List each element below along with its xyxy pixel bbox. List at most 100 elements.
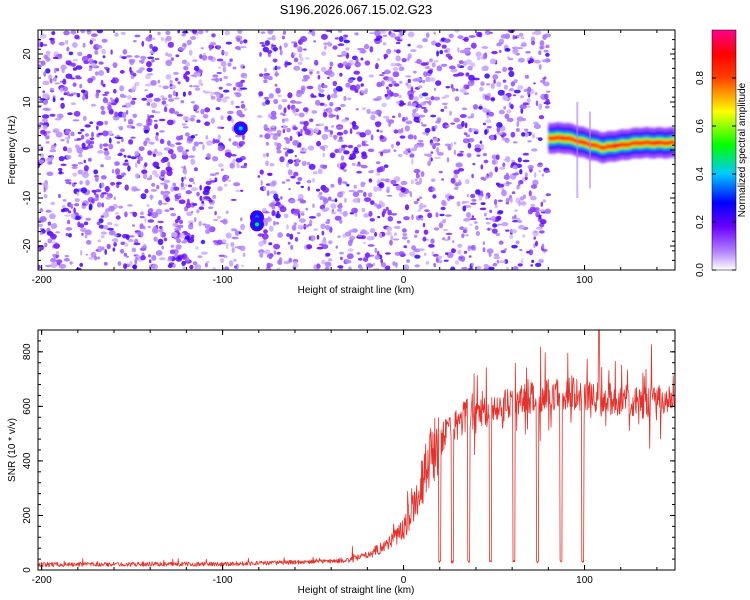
noise-speckle bbox=[409, 153, 415, 158]
noise-speckle bbox=[488, 252, 492, 258]
noise-speckle bbox=[386, 231, 392, 236]
noise-speckle bbox=[94, 50, 99, 55]
noise-speckle bbox=[153, 97, 161, 102]
noise-speckle bbox=[220, 168, 224, 171]
noise-speckle bbox=[161, 245, 165, 250]
noise-speckle bbox=[531, 133, 536, 139]
noise-speckle bbox=[483, 267, 490, 270]
noise-speckle bbox=[196, 70, 203, 73]
noise-speckle bbox=[423, 204, 427, 208]
noise-speckle bbox=[47, 238, 53, 244]
noise-speckle bbox=[111, 169, 115, 174]
noise-speckle bbox=[149, 141, 155, 145]
noise-speckle bbox=[315, 188, 321, 192]
noise-speckle bbox=[66, 46, 70, 52]
noise-speckle bbox=[100, 235, 105, 239]
noise-speckle bbox=[86, 239, 92, 245]
noise-speckle bbox=[240, 141, 246, 145]
noise-speckle bbox=[502, 66, 508, 72]
noise-speckle bbox=[50, 39, 55, 45]
noise-speckle bbox=[475, 265, 482, 270]
noise-speckle bbox=[204, 262, 208, 268]
noise-speckle bbox=[181, 42, 187, 48]
noise-speckle bbox=[490, 98, 496, 101]
noise-speckle bbox=[244, 75, 247, 79]
noise-speckle bbox=[97, 245, 103, 253]
noise-speckle bbox=[208, 199, 213, 203]
noise-speckle bbox=[74, 198, 80, 203]
noise-speckle bbox=[172, 263, 176, 268]
noise-speckle bbox=[362, 107, 366, 111]
noise-speckle bbox=[542, 199, 547, 203]
noise-speckle bbox=[497, 199, 503, 202]
noise-speckle bbox=[108, 143, 114, 150]
noise-speckle bbox=[357, 234, 363, 238]
noise-speckle bbox=[68, 51, 74, 56]
noise-speckle bbox=[307, 145, 315, 151]
noise-speckle bbox=[417, 142, 425, 148]
noise-speckle bbox=[362, 90, 368, 95]
noise-speckle bbox=[60, 139, 65, 142]
noise-speckle bbox=[394, 36, 401, 40]
noise-speckle bbox=[264, 249, 271, 255]
noise-speckle bbox=[511, 191, 516, 195]
noise-speckle bbox=[528, 190, 532, 197]
noise-speckle bbox=[349, 84, 357, 91]
noise-speckle bbox=[174, 77, 179, 82]
noise-speckle bbox=[486, 248, 494, 254]
noise-speckle bbox=[539, 260, 544, 264]
noise-speckle bbox=[361, 207, 366, 213]
noise-speckle bbox=[325, 207, 330, 211]
noise-speckle bbox=[108, 137, 112, 144]
noise-speckle bbox=[144, 188, 149, 194]
noise-speckle bbox=[373, 186, 378, 193]
noise-speckle bbox=[430, 238, 435, 244]
noise-speckle bbox=[145, 94, 153, 99]
noise-speckle bbox=[62, 199, 67, 202]
noise-speckle bbox=[420, 121, 423, 125]
noise-speckle bbox=[411, 214, 414, 221]
noise-speckle bbox=[232, 66, 237, 70]
noise-speckle bbox=[453, 141, 457, 145]
noise-speckle bbox=[66, 155, 72, 160]
noise-speckle bbox=[39, 33, 47, 39]
noise-speckle bbox=[455, 183, 460, 187]
noise-speckle bbox=[465, 234, 469, 237]
noise-speckle bbox=[130, 156, 137, 160]
noise-speckle bbox=[345, 62, 352, 67]
noise-speckle bbox=[422, 38, 428, 43]
noise-speckle bbox=[239, 245, 246, 252]
noise-speckle bbox=[132, 73, 137, 77]
noise-speckle bbox=[123, 263, 128, 270]
noise-speckle bbox=[428, 244, 435, 248]
noise-speckle bbox=[137, 231, 142, 236]
noise-speckle bbox=[112, 247, 116, 252]
noise-speckle bbox=[384, 93, 388, 97]
noise-speckle bbox=[231, 247, 235, 253]
noise-speckle bbox=[88, 256, 94, 260]
noise-speckle bbox=[112, 115, 120, 121]
noise-speckle bbox=[100, 193, 105, 199]
noise-speckle bbox=[407, 134, 414, 140]
noise-speckle bbox=[457, 249, 462, 255]
noise-speckle bbox=[218, 254, 226, 257]
noise-speckle bbox=[322, 111, 328, 118]
noise-speckle bbox=[52, 56, 59, 60]
noise-speckle bbox=[72, 59, 78, 62]
hotspot-2 bbox=[249, 217, 264, 232]
noise-speckle bbox=[205, 229, 211, 234]
noise-speckle bbox=[293, 222, 297, 226]
noise-speckle bbox=[321, 239, 327, 245]
noise-speckle bbox=[338, 36, 344, 42]
noise-speckle bbox=[363, 197, 372, 203]
noise-speckle bbox=[76, 93, 81, 98]
noise-speckle bbox=[428, 157, 432, 162]
noise-speckle bbox=[266, 172, 273, 176]
noise-speckle bbox=[478, 105, 483, 110]
snr-series-line bbox=[38, 330, 675, 568]
noise-speckle bbox=[538, 170, 542, 173]
noise-speckle bbox=[276, 149, 282, 154]
noise-speckle bbox=[497, 183, 505, 188]
noise-speckle bbox=[114, 161, 120, 167]
noise-speckle bbox=[143, 140, 148, 147]
